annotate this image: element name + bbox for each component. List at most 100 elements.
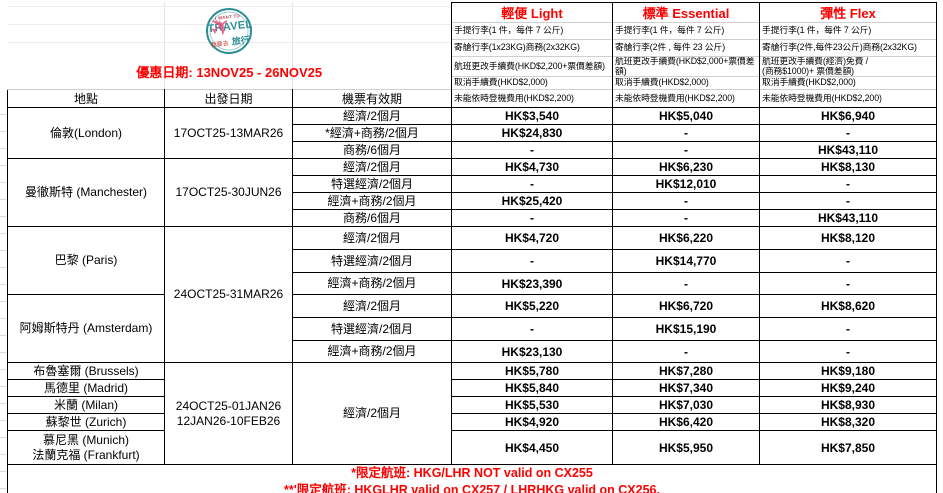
price-cell-flex: -	[759, 249, 937, 273]
price-cell-light: -	[451, 141, 613, 159]
fare-detail-no-show-fee: 未能依時登機費用(HKD$2,200)	[451, 89, 613, 108]
table-row: *經濟+商務/2個月 HK$24,830- -	[8, 124, 937, 142]
validity-cell: 商務/6個月	[292, 209, 452, 227]
price-cell-essential: -	[612, 340, 760, 363]
validity-cell: 經濟/2個月	[292, 362, 452, 465]
price-cell-light: HK$24,830	[451, 124, 613, 142]
price-cell-essential: HK$6,420	[612, 413, 760, 431]
price-cell-light: HK$4,920	[451, 413, 613, 431]
price-cell-flex: HK$43,110	[759, 209, 937, 227]
price-cell-essential: HK$12,010	[612, 175, 760, 193]
price-cell-essential: HK$6,220	[612, 226, 760, 250]
validity-cell: 特選經濟/2個月	[292, 249, 452, 273]
fare-detail-cabin-baggage: 手提行李(1 件，每件 7 公斤)	[759, 22, 937, 40]
footnote-2: **'限定航班: HKGLHR valid on CX257 / LHRHKG …	[284, 482, 660, 493]
table-row: 蘇黎世 (Zurich) HK$4,920 HK$6,420 HK$8,320	[7, 413, 937, 431]
sheet-gridlines-margin	[0, 98, 7, 493]
price-cell-flex: -	[759, 175, 937, 193]
fare-table-body: 倫敦(London) 17OCT25-13MAR26 經濟/2個月 HK$3,540 H…	[7, 107, 937, 465]
gridline	[291, 2, 293, 89]
table-row: 馬德里 (Madrid) HK$5,840 HK$7,340 HK$9,240	[7, 379, 937, 397]
table-row: 巴黎 (Paris) 24OCT25-31MAR26 經濟/2個月 HK$4,720 H…	[7, 226, 937, 363]
fare-detail-change-fee: 航班更改手續費(HKD$2,000+票價差額)	[612, 56, 760, 77]
promo-area: I WANT TO TRAVEL ✈ 我要去 旅行 優惠日期: 13NOV25 …	[7, 2, 452, 90]
fare-detail-cabin-baggage: 手提行李(1 件，每件 7 公斤)	[451, 22, 613, 40]
price-cell-light: -	[451, 209, 613, 227]
footnote-1: *限定航班: HKG/LHR NOT valid on CX255	[351, 466, 593, 480]
price-cell-light: HK$25,420	[451, 192, 613, 210]
col-header-departure: 出發日期	[164, 89, 293, 108]
price-cell-essential: HK$5,950	[612, 430, 760, 465]
departure-date-cell: 17OCT25-30JUN26	[164, 158, 293, 227]
price-cell-light: HK$5,530	[451, 396, 613, 414]
price-cell-flex: HK$7,850	[759, 430, 937, 465]
price-cell-flex: HK$8,130	[759, 158, 937, 176]
price-cell-essential: -	[612, 124, 760, 142]
fare-table-footer: *限定航班: HKG/LHR NOT valid on CX255 **'限定航…	[7, 464, 937, 493]
promo-dates: 優惠日期: 13NOV25 - 26NOV25	[136, 65, 323, 80]
price-cell-flex: HK$8,620	[759, 294, 937, 318]
fare-header-flex: 彈性 Flex	[759, 2, 937, 23]
footnotes-cell: *限定航班: HKG/LHR NOT valid on CX255 **'限定航…	[7, 464, 937, 493]
price-cell-flex: HK$43,110	[759, 141, 937, 159]
validity-cell: 經濟/2個月	[292, 226, 452, 250]
price-cell-essential: HK$6,720	[612, 294, 760, 318]
validity-cell: 商務/6個月	[292, 141, 452, 159]
price-cell-light: HK$5,220	[451, 294, 613, 318]
fare-detail-checked-baggage: 寄艙行李(2件 , 每件 23 公斤)	[612, 39, 760, 57]
city-cell-amsterdam: 阿姆斯特丹 (Amsterdam)	[7, 294, 165, 363]
table-row: 阿姆斯特丹 (Amsterdam) 經濟/2個月 HK$5,220 HK$6,720 H…	[7, 294, 937, 363]
departure-date-cell: 17OCT25-13MAR26	[164, 107, 293, 159]
gridline	[7, 5, 451, 7]
price-cell-essential: HK$7,340	[612, 379, 760, 397]
price-cell-essential: HK$15,190	[612, 317, 760, 341]
price-cell-essential: HK$7,030	[612, 396, 760, 414]
price-cell-light: -	[451, 317, 613, 341]
gridline	[163, 2, 165, 89]
validity-cell: 經濟/2個月	[292, 107, 452, 125]
fare-detail-cancel-fee: 取消手續費(HKD$2,000)	[759, 76, 937, 90]
price-cell-flex: -	[759, 192, 937, 210]
price-cell-flex: HK$9,180	[759, 362, 937, 380]
price-cell-flex: HK$8,320	[759, 413, 937, 431]
table-row: 米蘭 (Milan) HK$5,530 HK$7,030 HK$8,930	[7, 396, 937, 414]
price-cell-essential: HK$6,230	[612, 158, 760, 176]
table-row: 特選經濟/2個月 - HK$14,770-	[8, 249, 937, 273]
departure-date-cell: 24OCT25-31MAR26	[164, 226, 293, 363]
table-row: 倫敦(London) 17OCT25-13MAR26 經濟/2個月 HK$3,540 H…	[7, 107, 937, 159]
price-cell-essential: HK$5,040	[612, 107, 760, 125]
fare-table: I WANT TO TRAVEL ✈ 我要去 旅行 優惠日期: 13NOV25 …	[7, 2, 937, 493]
fare-detail-change-fee: 航班更改手續費(HKD$2,200+票價差額)	[451, 56, 613, 77]
col-header-validity: 機票有效期	[292, 89, 452, 108]
price-cell-essential: HK$14,770	[612, 249, 760, 273]
fare-detail-cabin-baggage: 手提行李(1 件，每件 7 公斤)	[612, 22, 760, 40]
price-cell-flex: HK$6,940	[759, 107, 937, 125]
city-cell-brussels: 布魯塞爾 (Brussels)	[7, 362, 165, 380]
price-cell-light: -	[451, 249, 613, 273]
travel-stamp-logo: I WANT TO TRAVEL ✈ 我要去 旅行	[203, 5, 255, 56]
price-cell-flex: HK$8,930	[759, 396, 937, 414]
price-cell-flex: -	[759, 317, 937, 341]
fare-detail-checked-baggage: 寄艙行李(2件,每件23公斤)商務(2x32KG)	[759, 39, 937, 57]
fare-table-header: I WANT TO TRAVEL ✈ 我要去 旅行 優惠日期: 13NOV25 …	[7, 2, 937, 108]
city-cell-paris: 巴黎 (Paris)	[7, 226, 165, 295]
col-header-location: 地點	[7, 89, 165, 108]
city-cell-zurich: 蘇黎世 (Zurich)	[7, 413, 165, 431]
price-cell-light: HK$3,540	[451, 107, 613, 125]
fare-detail-checked-baggage: 寄艙行李(1x23KG)商務(2x32KG)	[451, 39, 613, 57]
fare-detail-cancel-fee: 取消手續費(HKD$2,000)	[451, 76, 613, 90]
fare-header-light: 輕便 Light	[451, 2, 613, 23]
table-row: 經濟+商務/2個月 HK$23,390- -	[8, 272, 937, 295]
price-cell-light: HK$4,730	[451, 158, 613, 176]
price-cell-light: HK$5,840	[451, 379, 613, 397]
city-cell-madrid: 馬德里 (Madrid)	[7, 379, 165, 397]
price-cell-light: HK$5,780	[451, 362, 613, 380]
validity-cell: 特選經濟/2個月	[292, 317, 452, 341]
table-row: 慕尼黑 (Munich) 法蘭克福 (Frankfurt) HK$4,450 HK$…	[7, 430, 937, 465]
price-cell-essential: -	[612, 141, 760, 159]
price-cell-light: HK$4,720	[451, 226, 613, 250]
validity-cell: 經濟+商務/2個月	[292, 272, 452, 295]
price-cell-essential: HK$7,280	[612, 362, 760, 380]
price-cell-light: HK$23,130	[451, 340, 613, 363]
price-cell-essential: -	[612, 209, 760, 227]
